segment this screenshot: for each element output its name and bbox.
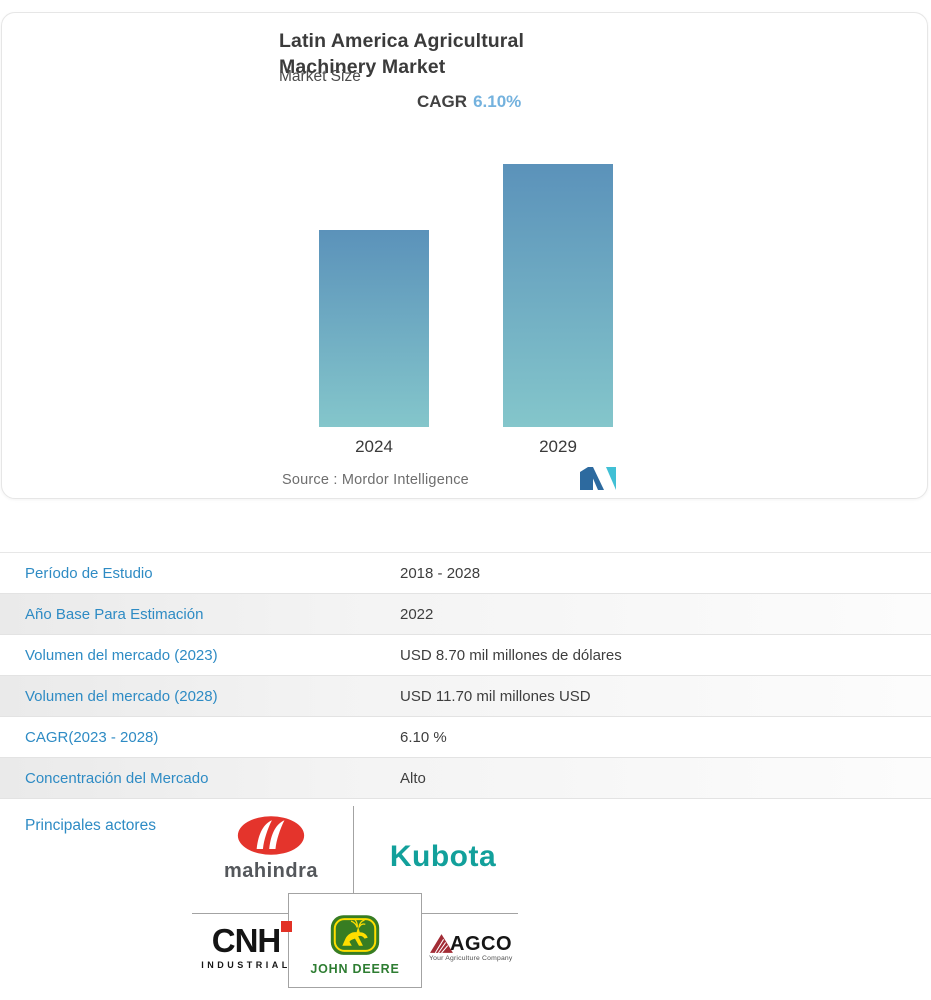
row-label: Volumen del mercado (2028) [25, 687, 218, 705]
row-label: Período de Estudio [25, 564, 153, 582]
table-row: CAGR(2023 - 2028) 6.10 % [0, 717, 931, 758]
row-value: 6.10 % [400, 728, 447, 746]
table-row: Volumen del mercado (2028) USD 11.70 mil… [0, 676, 931, 717]
mordor-intelligence-logo-icon [580, 467, 616, 490]
john-deere-logo: JOHN DEERE [288, 893, 422, 988]
table-row: Período de Estudio 2018 - 2028 [0, 553, 931, 594]
players-divider-vertical [353, 806, 354, 893]
cnh-red-square-icon [281, 921, 292, 932]
row-value: 2022 [400, 605, 434, 623]
chart-title: Latin America Agricultural Machinery Mar… [279, 30, 524, 79]
mahindra-wordmark: mahindra [223, 860, 319, 882]
x-tick-2024: 2024 [355, 437, 393, 456]
chart-card: Latin America Agricultural Machinery Mar… [1, 12, 928, 499]
table-row: Año Base Para Estimación 2022 [0, 594, 931, 635]
market-snapshot-table: Período de Estudio 2018 - 2028 Año Base … [0, 552, 931, 799]
cnh-wordmark: CNH [196, 921, 296, 957]
row-label: Año Base Para Estimación [25, 605, 204, 623]
row-value: Alto [400, 769, 426, 787]
players-divider-horizontal-right [422, 913, 518, 914]
row-value: USD 8.70 mil millones de dólares [400, 646, 622, 664]
x-tick-2029: 2029 [539, 437, 577, 456]
table-row: Volumen del mercado (2023) USD 8.70 mil … [0, 635, 931, 676]
agco-subtext: Your Agriculture Company [429, 955, 513, 962]
john-deere-emblem-icon [330, 915, 380, 955]
row-value: 2018 - 2028 [400, 564, 481, 582]
cnh-industrial-logo: CNH INDUSTRIAL [196, 921, 296, 970]
players-divider-horizontal-left [192, 913, 288, 914]
cagr-value: 6.10% [473, 92, 522, 111]
chart-subtitle: Market Size [279, 68, 361, 85]
agco-logo: AGCO Your Agriculture Company [429, 933, 521, 962]
kubota-logo: Kubota [389, 840, 497, 873]
cagr-label: CAGR [417, 92, 468, 111]
mahindra-emblem-icon [237, 816, 305, 855]
mahindra-logo: mahindra [206, 814, 336, 883]
cnh-subtext: INDUSTRIAL [201, 960, 291, 970]
row-value: USD 11.70 mil millones USD [400, 687, 591, 705]
table-row: Concentración del Mercado Alto [0, 758, 931, 799]
john-deere-wordmark: JOHN DEERE [310, 962, 400, 976]
source-caption: Source : Mordor Intelligence [282, 472, 469, 488]
row-label: CAGR(2023 - 2028) [25, 728, 159, 746]
agco-wordmark: AGCO [450, 933, 512, 955]
agco-wordmark-row: AGCO [429, 933, 521, 954]
row-label: Concentración del Mercado [25, 769, 209, 787]
agco-triangle-icon [430, 934, 453, 954]
major-players-label: Principales actores [25, 817, 156, 834]
bar-2029 [503, 164, 613, 427]
cagr-annotation: CAGR 6.10% [417, 92, 521, 112]
bar-2024 [319, 230, 429, 427]
row-label: Volumen del mercado (2023) [25, 646, 218, 664]
